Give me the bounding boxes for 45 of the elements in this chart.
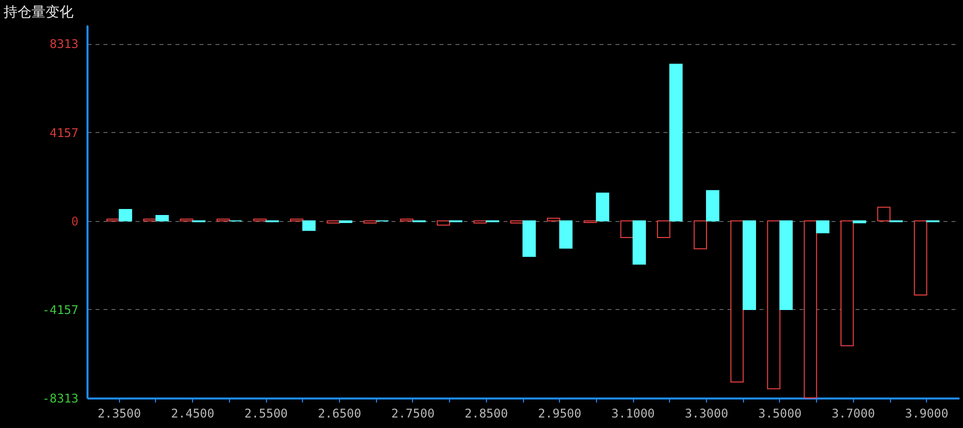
bar xyxy=(656,220,670,238)
x-tick-label: 2.7500 xyxy=(391,406,435,420)
bar xyxy=(620,220,634,238)
bar xyxy=(742,220,756,310)
x-tick-label: 3.9000 xyxy=(905,406,948,420)
x-tick-label: 2.5500 xyxy=(244,406,288,420)
x-tick-label: 3.1000 xyxy=(611,406,655,420)
x-tick-label: 2.9500 xyxy=(538,406,582,420)
bar xyxy=(730,220,744,382)
bar xyxy=(840,220,854,346)
bar xyxy=(779,220,793,310)
bar xyxy=(596,192,610,222)
y-tick-label: -8313 xyxy=(42,392,78,406)
bar xyxy=(914,220,928,296)
y-axis-title: 持仓量变化 xyxy=(4,4,74,20)
x-tick-label: 2.6500 xyxy=(318,406,362,420)
bar xyxy=(694,220,707,250)
y-tick-label: -4157 xyxy=(42,302,78,317)
x-tick-label: 3.7000 xyxy=(832,406,875,420)
bar xyxy=(326,220,340,224)
bar xyxy=(473,220,487,224)
y-tick-label: 0 xyxy=(71,214,78,228)
x-tick-label: 2.4500 xyxy=(171,406,214,420)
bar xyxy=(877,206,891,222)
bar xyxy=(816,220,830,234)
bar xyxy=(302,220,316,231)
bar xyxy=(706,190,720,222)
bar xyxy=(632,220,646,265)
bar xyxy=(118,209,132,222)
bar xyxy=(546,218,560,222)
bar xyxy=(510,220,524,224)
y-tick-label: 8313 xyxy=(50,37,78,52)
y-tick-label: 4157 xyxy=(50,126,78,140)
bar xyxy=(559,220,573,249)
bar xyxy=(436,220,450,226)
bar xyxy=(155,215,169,222)
x-tick-label: 3.5000 xyxy=(758,406,802,420)
bar xyxy=(669,64,683,222)
x-tick-label: 2.8500 xyxy=(464,406,508,420)
bar xyxy=(522,220,536,257)
x-tick-label: 3.3000 xyxy=(684,406,728,420)
bar xyxy=(767,220,780,390)
x-tick-label: 2.3500 xyxy=(98,406,141,420)
bar xyxy=(804,220,818,398)
bar xyxy=(363,220,377,224)
